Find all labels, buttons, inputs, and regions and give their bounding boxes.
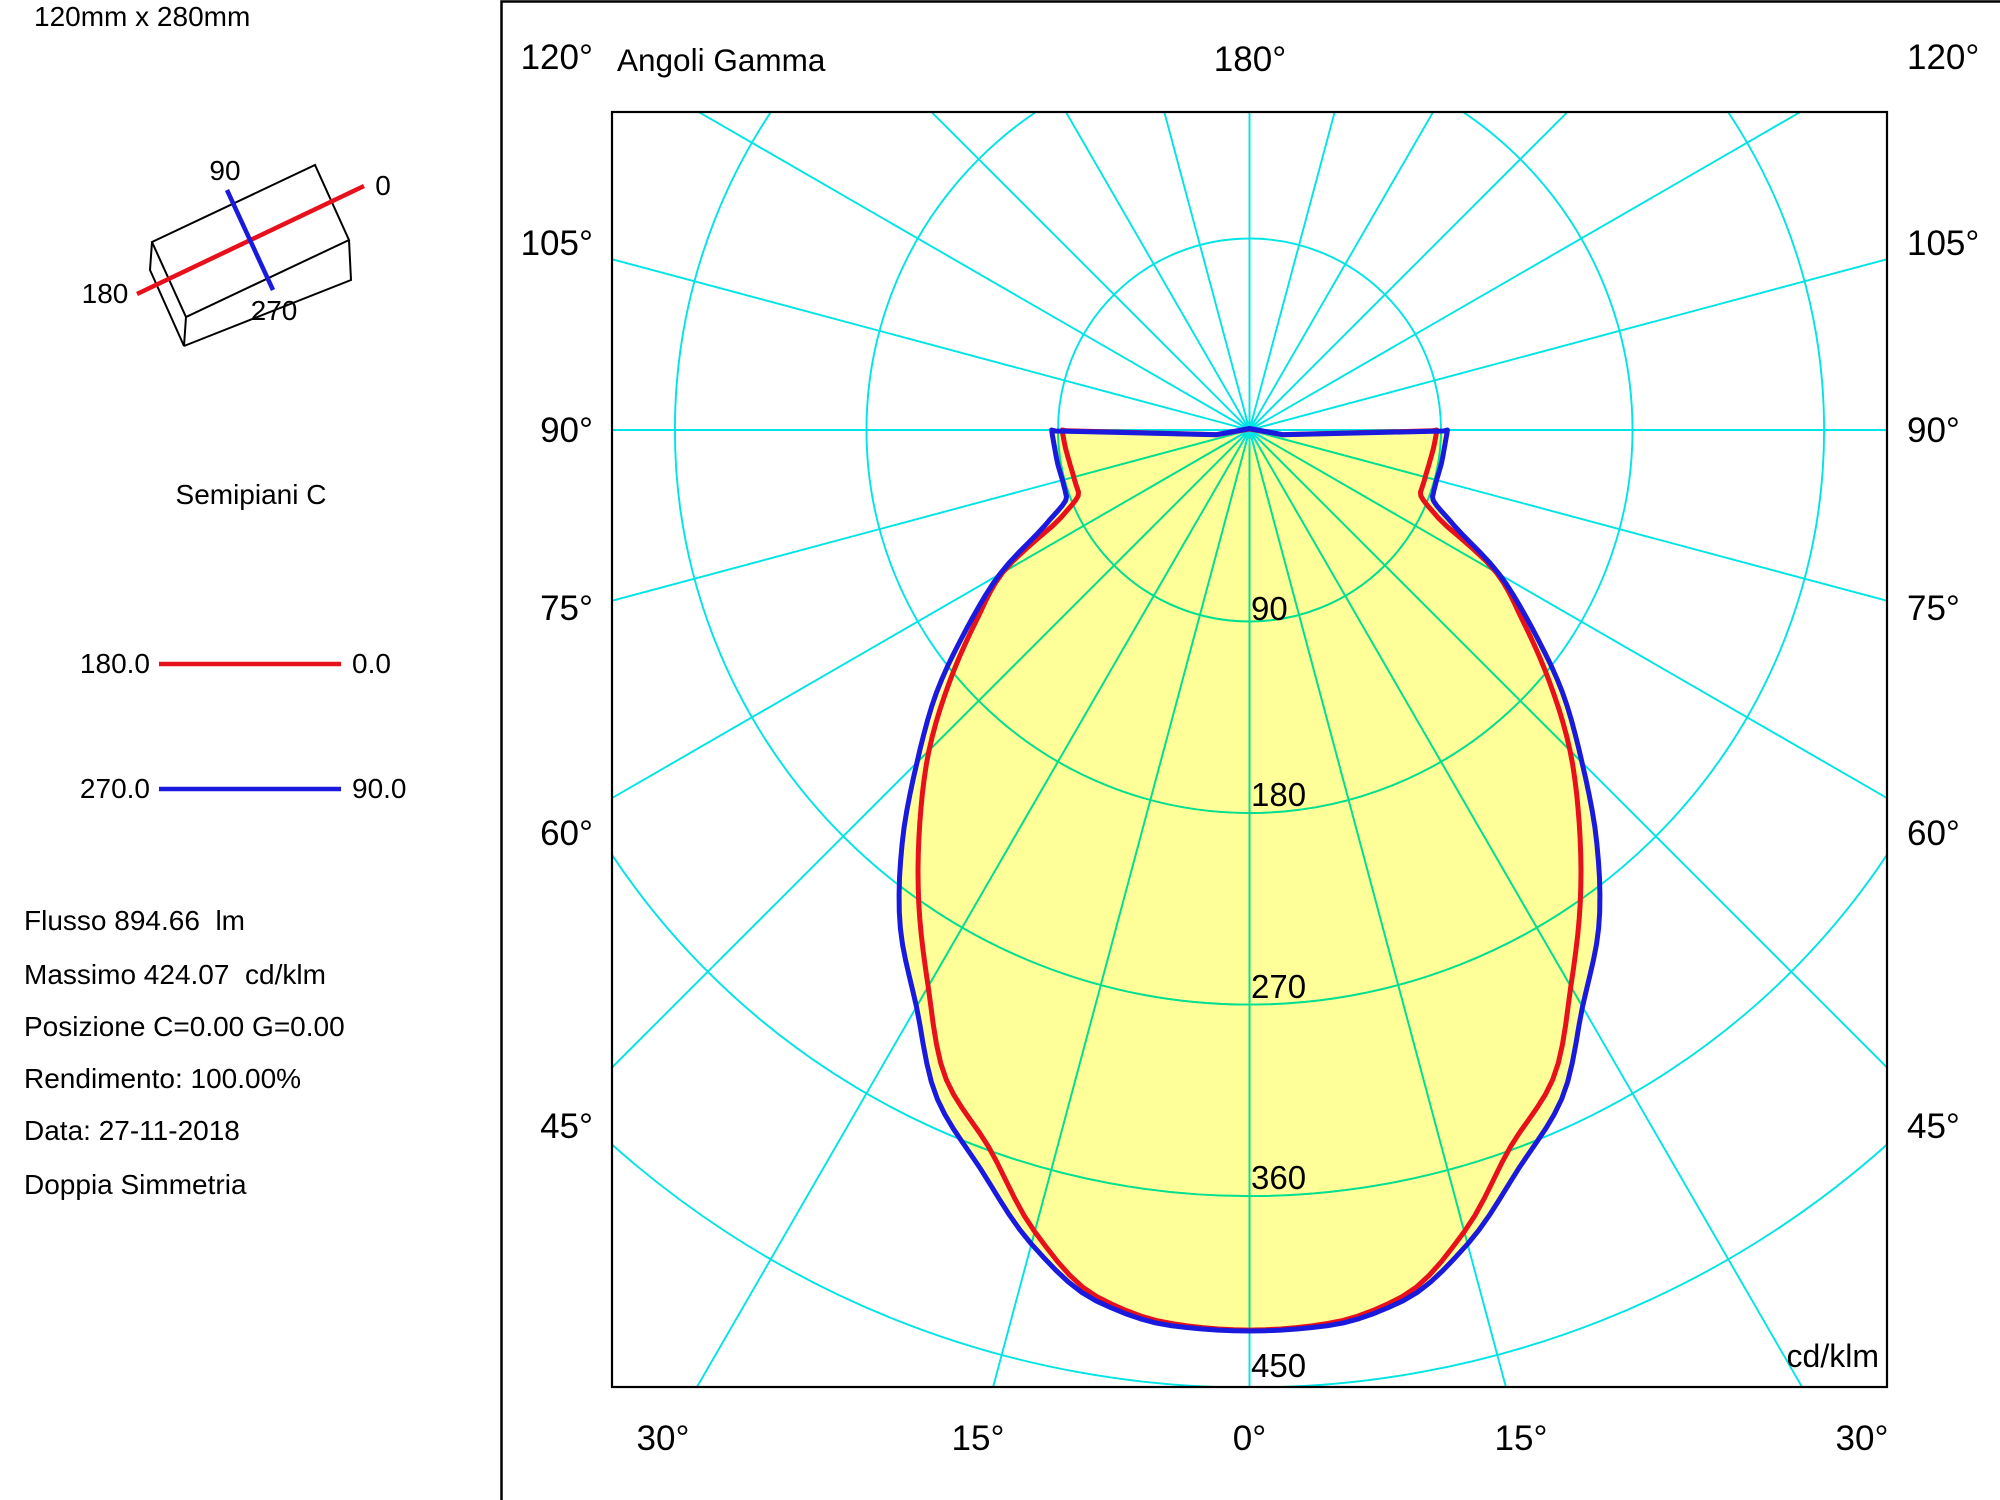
svg-text:cd/klm: cd/klm <box>1787 1338 1879 1374</box>
svg-text:Semipiani C: Semipiani C <box>176 479 327 510</box>
svg-text:270: 270 <box>1251 968 1306 1005</box>
svg-text:Doppia Simmetria: Doppia Simmetria <box>24 1169 247 1200</box>
svg-text:45°: 45° <box>540 1107 593 1146</box>
svg-text:450: 450 <box>1251 1347 1306 1384</box>
svg-text:60°: 60° <box>1907 814 1960 853</box>
svg-text:30°: 30° <box>1836 1419 1889 1458</box>
svg-text:270.0: 270.0 <box>80 773 150 804</box>
svg-text:90°: 90° <box>540 411 593 450</box>
svg-text:0.0: 0.0 <box>352 648 391 679</box>
svg-text:90.0: 90.0 <box>352 773 407 804</box>
svg-text:90: 90 <box>209 155 240 186</box>
svg-text:Massimo 424.07 cd/klm: Massimo 424.07 cd/klm <box>24 959 326 990</box>
svg-text:0: 0 <box>375 170 391 201</box>
svg-text:75°: 75° <box>1907 589 1960 628</box>
svg-text:30°: 30° <box>637 1419 690 1458</box>
svg-text:105°: 105° <box>521 224 593 263</box>
svg-text:90°: 90° <box>1907 411 1960 450</box>
svg-text:Rendimento: 100.00%: Rendimento: 100.00% <box>24 1063 301 1094</box>
svg-text:120mm x 280mm: 120mm x 280mm <box>34 1 250 32</box>
svg-text:75°: 75° <box>540 589 593 628</box>
svg-text:180: 180 <box>1251 776 1306 813</box>
svg-text:180.0: 180.0 <box>80 648 150 679</box>
svg-text:90: 90 <box>1251 590 1288 627</box>
svg-text:180: 180 <box>82 278 129 309</box>
svg-text:120°: 120° <box>1907 38 1979 77</box>
svg-text:60°: 60° <box>540 814 593 853</box>
svg-text:120°: 120° <box>521 38 593 77</box>
svg-text:Angoli Gamma: Angoli Gamma <box>617 42 826 78</box>
svg-text:15°: 15° <box>952 1419 1005 1458</box>
svg-text:105°: 105° <box>1907 224 1979 263</box>
svg-text:0°: 0° <box>1233 1419 1266 1458</box>
svg-text:45°: 45° <box>1907 1107 1960 1146</box>
svg-text:Flusso 894.66 lm: Flusso 894.66 lm <box>24 905 245 936</box>
svg-text:15°: 15° <box>1495 1419 1548 1458</box>
svg-text:Posizione C=0.00 G=0.00: Posizione C=0.00 G=0.00 <box>24 1011 345 1042</box>
svg-text:360: 360 <box>1251 1159 1306 1196</box>
svg-text:Data: 27-11-2018: Data: 27-11-2018 <box>24 1115 240 1146</box>
svg-text:180°: 180° <box>1214 40 1286 79</box>
